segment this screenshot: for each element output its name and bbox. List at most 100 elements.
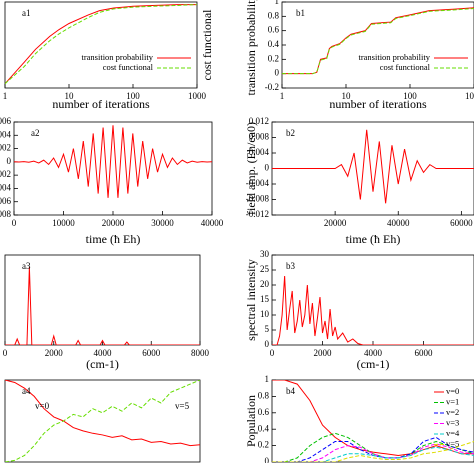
y-axis-label: field amp. (Eh/ea0) bbox=[244, 122, 258, 215]
x-axis-label: time (ħ Eh) bbox=[86, 232, 141, 246]
y-tick-label: 0.6 bbox=[258, 407, 270, 417]
panel: 1 10 100 1000 -0.2 0 0.2 0.4 0.6 0.8 1 b1 number of … bbox=[244, 0, 474, 111]
x-tick-label: 10 bbox=[342, 91, 352, 101]
frame bbox=[13, 121, 213, 216]
y-tick-label: 10 bbox=[260, 309, 270, 319]
x-tick-label: 100 bbox=[403, 91, 417, 101]
y-tick-label: 0.004 bbox=[249, 147, 270, 157]
panel-label: b3 bbox=[286, 261, 296, 271]
x-tick-label: 4000 bbox=[94, 348, 113, 358]
y-tick-label: 0.4 bbox=[258, 423, 270, 433]
panel-label: b2 bbox=[286, 128, 295, 138]
y-tick-label: 5 bbox=[265, 324, 270, 334]
x-tick-label: 20000 bbox=[102, 218, 125, 228]
y-tick-label: -0.008 bbox=[0, 209, 11, 219]
panel: 20000 40000 60000 0.012 0.008 0.004 0 -0.004 -0.… bbox=[244, 116, 474, 246]
y-tick-label: 0.8 bbox=[268, 10, 280, 20]
frame bbox=[281, 1, 474, 89]
x-tick-label: 2000 bbox=[314, 348, 333, 358]
y-tick-label: 0.004 bbox=[0, 129, 12, 139]
y-axis-label: Population bbox=[244, 395, 258, 447]
x-axis-label: (cm-1) bbox=[86, 357, 119, 371]
series-line bbox=[5, 380, 200, 462]
frame bbox=[4, 1, 198, 89]
y-tick-label: 30 bbox=[260, 249, 270, 259]
y-tick-label: 0.008 bbox=[249, 132, 270, 142]
panel: 0100002000030000400000.0060.0040.0020-0.… bbox=[0, 116, 224, 246]
series-line bbox=[5, 4, 197, 85]
x-tick-label: 0 bbox=[270, 348, 275, 358]
legend-label: transition probability bbox=[81, 52, 153, 62]
x-tick-label: 4000 bbox=[364, 348, 383, 358]
legend-label: v=0 bbox=[446, 386, 459, 396]
series-line bbox=[272, 380, 474, 456]
panel-label: a2 bbox=[31, 128, 40, 138]
x-tick-label: 20000 bbox=[324, 218, 347, 228]
y-tick-label: -0.002 bbox=[0, 169, 11, 179]
series-line bbox=[14, 125, 212, 198]
frame bbox=[271, 379, 474, 463]
x-tick-label: 0 bbox=[3, 348, 8, 358]
legend-label: cost functional bbox=[103, 62, 154, 72]
legend-label: v=3 bbox=[446, 417, 459, 427]
legend-label: v=1 bbox=[446, 396, 459, 406]
y-tick-label: 0.012 bbox=[249, 116, 269, 126]
x-tick-label: 1 bbox=[3, 91, 8, 101]
y-tick-label: -0.006 bbox=[0, 196, 11, 206]
panel-label: b1 bbox=[296, 8, 305, 18]
y-axis-label: transition probability bbox=[244, 0, 258, 96]
frame bbox=[4, 254, 201, 346]
x-axis-label: time (ħ Eh) bbox=[346, 232, 401, 246]
panel-label: a4 bbox=[22, 386, 31, 396]
series-line bbox=[272, 129, 474, 204]
y-tick-label: 0.6 bbox=[268, 25, 280, 35]
y-tick-label: 0 bbox=[7, 156, 12, 166]
x-tick-label: 30000 bbox=[151, 218, 174, 228]
x-tick-label: 1000 bbox=[188, 91, 207, 101]
y-tick-label: 0.002 bbox=[0, 143, 11, 153]
panel: 0 2000 4000 6000 8000 a3 (cm-1) bbox=[3, 254, 210, 371]
x-axis-label: (cm-1) bbox=[357, 357, 390, 371]
y-tick-label: -0.2 bbox=[265, 82, 279, 92]
y-axis-label: spectral intensity bbox=[244, 259, 258, 341]
y-tick-label: -0.004 bbox=[0, 182, 11, 192]
y2-axis-label: cost functional bbox=[200, 9, 214, 81]
series-line bbox=[282, 7, 474, 75]
y-tick-label: 0 bbox=[265, 456, 270, 463]
x-tick-label: 40000 bbox=[387, 218, 410, 228]
y-tick-label: -0.008 bbox=[246, 194, 270, 204]
legend-label: v=2 bbox=[446, 407, 459, 417]
x-axis-label: number of iterations bbox=[329, 97, 427, 111]
series-annotation: v=0 bbox=[35, 401, 50, 411]
x-tick-label: 1000 bbox=[465, 91, 474, 101]
y-tick-label: 0 bbox=[275, 68, 280, 78]
panel-label: b4 bbox=[286, 386, 296, 396]
panel: 00.20.40.60.81b4Populationv=0v=1v=2v=3v=… bbox=[244, 374, 474, 463]
x-tick-label: 2000 bbox=[45, 348, 64, 358]
y-tick-label: -0.012 bbox=[246, 209, 269, 219]
y-tick-label: 0.4 bbox=[268, 39, 280, 49]
x-tick-label: 60000 bbox=[450, 218, 473, 228]
x-tick-label: 40000 bbox=[201, 218, 224, 228]
y-tick-label: 1 bbox=[265, 374, 270, 384]
panel: a4 v=0 v=5 bbox=[4, 379, 201, 463]
x-tick-label: 100 bbox=[126, 91, 140, 101]
series-line bbox=[272, 275, 474, 345]
series-annotation: v=5 bbox=[175, 401, 190, 411]
legend-label: transition probability bbox=[358, 52, 430, 62]
series-line bbox=[5, 266, 200, 345]
panel-label: a3 bbox=[22, 261, 31, 271]
x-tick-label: 0 bbox=[12, 218, 17, 228]
y-tick-label: 0.2 bbox=[268, 53, 279, 63]
x-tick-label: 10000 bbox=[52, 218, 75, 228]
x-tick-label: 6000 bbox=[415, 348, 434, 358]
y-tick-label: 0.006 bbox=[0, 116, 12, 126]
y-tick-label: 0 bbox=[265, 163, 270, 173]
frame bbox=[4, 379, 201, 463]
panel: 0 2000 4000 6000 0 5 10 15 20 25 30 b3 (cm-1) spectra… bbox=[244, 249, 474, 371]
x-tick-label: 1 bbox=[280, 91, 285, 101]
series-line bbox=[5, 380, 200, 447]
y-tick-label: 25 bbox=[260, 264, 270, 274]
panel: 1 10 100 1000 a1 number of iterations cost fun… bbox=[3, 1, 214, 111]
